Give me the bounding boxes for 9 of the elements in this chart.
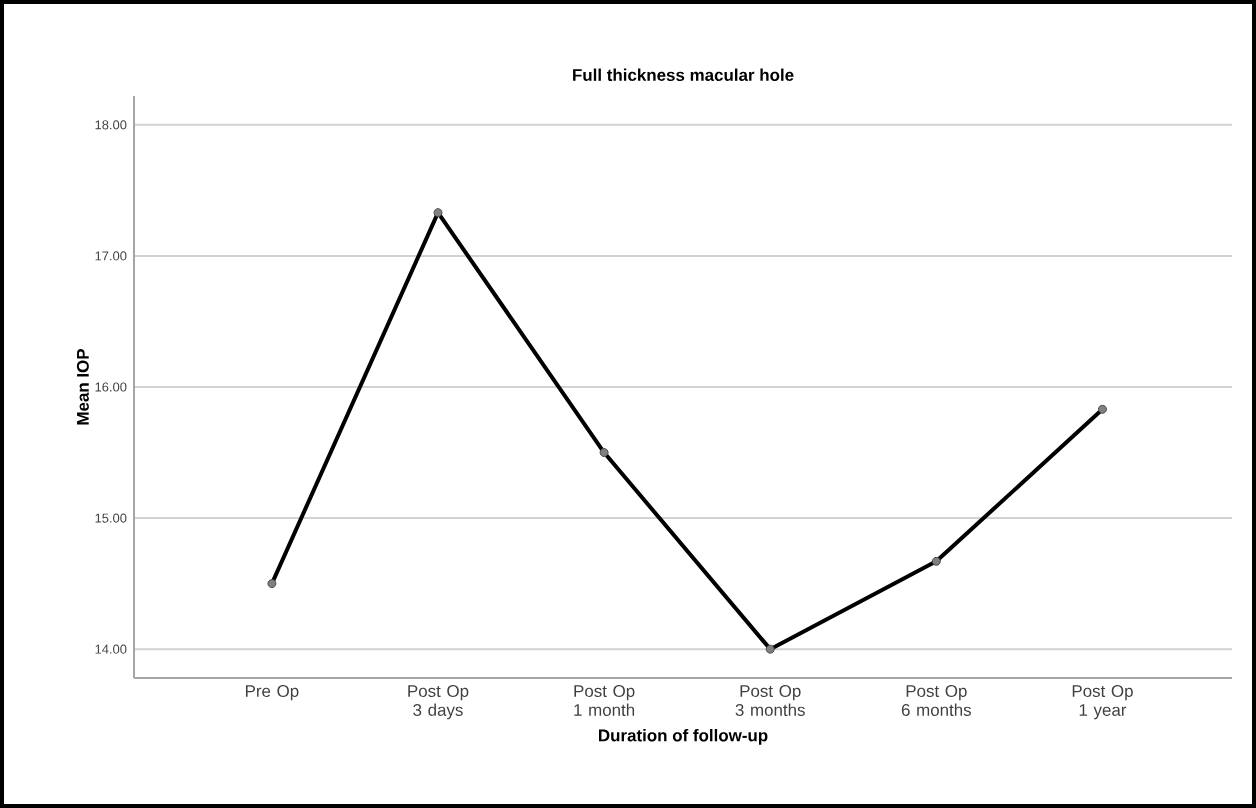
x-tick-label: Post Op 1 month	[574, 685, 635, 716]
x-tick-label: Pre Op	[245, 685, 299, 701]
y-axis-title: Mean IOP	[76, 349, 89, 425]
x-axis-title: Duration of follow-up	[599, 728, 768, 745]
x-tick-label: Post Op 1 year	[1072, 685, 1133, 720]
x-tick-label: Post Op 3 months	[735, 685, 805, 716]
x-tick-label: Post Op 6 months	[901, 685, 972, 716]
chart-title: Full thickness macular hole	[573, 68, 794, 81]
x-tick-label: Post Op 3 days	[408, 685, 469, 720]
